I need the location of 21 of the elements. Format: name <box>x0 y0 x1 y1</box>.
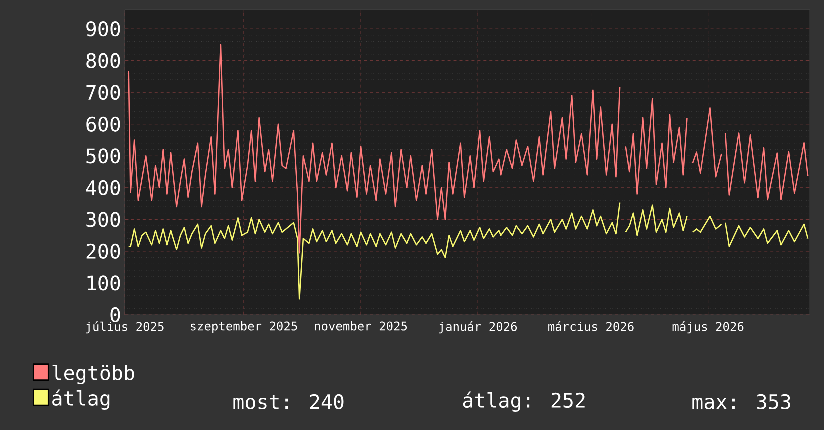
x-tick-label: május 2026 <box>672 322 744 334</box>
y-tick-label: 0 <box>110 307 120 323</box>
y-tick-label: 900 <box>86 22 120 37</box>
y-tick-label: 400 <box>86 180 120 196</box>
x-tick-label: november 2025 <box>315 322 408 331</box>
text: átlag: 252 <box>463 392 585 412</box>
x-tick-label: január 2026 <box>439 322 518 334</box>
y-tick-label: 300 <box>86 212 120 228</box>
y-tick-label: 500 <box>86 148 120 164</box>
y-tick-label: 700 <box>86 85 120 100</box>
y-tick-label: 200 <box>86 244 120 260</box>
legend-label: átlag <box>52 390 110 410</box>
y-tick-label: 600 <box>86 116 120 132</box>
text: max: 353 <box>692 394 790 410</box>
y-tick-label: 100 <box>88 276 120 291</box>
x-tick-label: szeptember 2025 <box>191 322 298 334</box>
legend-label: legtöbb <box>52 364 134 385</box>
x-tick-label: március 2026 <box>548 322 634 332</box>
y-tick-label: 800 <box>86 53 120 68</box>
x-tick-label: július 2025 <box>86 322 164 334</box>
text: most: 240 <box>234 394 344 410</box>
